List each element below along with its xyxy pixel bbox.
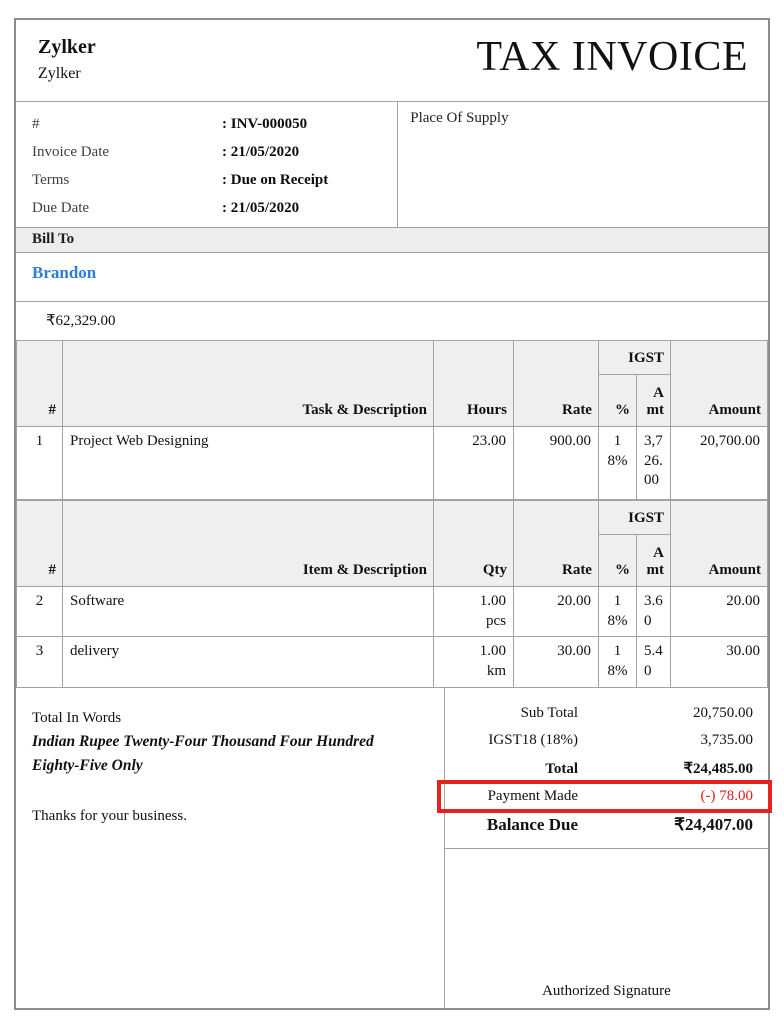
company-subname: Zylker <box>38 65 81 82</box>
thanks-note: Thanks for your business. <box>32 808 187 825</box>
column-header-amount: Amount <box>670 340 768 427</box>
detail-row-due-date: Due Date : 21/05/2020 <box>32 194 387 222</box>
total-in-words-text: Indian Rupee Twenty-Four Thousand Four H… <box>32 733 374 775</box>
invoice-details: # : INV-000050 Invoice Date : 21/05/2020 T… <box>16 102 397 227</box>
total-row: Total ₹24,485.00 <box>445 754 768 783</box>
column-header-qty: Qty <box>432 500 514 587</box>
column-header-item-description: Item & Description <box>62 500 434 587</box>
cell-description: Project Web Designing <box>62 426 434 500</box>
table-row: 1 Project Web Designing 23.00 900.00 18%… <box>16 426 768 500</box>
column-header-rate: Rate <box>512 340 599 427</box>
document-title: TAX INVOICE <box>476 34 748 80</box>
cell-num: 1 <box>16 426 63 500</box>
invoice-header: Zylker Zylker TAX INVOICE <box>16 20 768 102</box>
item-table-header-row: # Item & Description Qty Rate IGST Amoun… <box>16 500 768 587</box>
cell-qty: 1.00 pcs <box>432 586 514 637</box>
authorized-signature-label: Authorized Signature <box>542 983 671 999</box>
cell-igst-percent: 18% <box>597 636 637 688</box>
cell-description: Software <box>62 586 434 637</box>
column-header-num: # <box>16 500 63 587</box>
invoice-number-value: : INV-000050 <box>222 116 308 132</box>
total-in-words-label: Total In Words <box>32 710 122 726</box>
column-header-igst-percent: % <box>597 534 637 587</box>
payment-made-label: Payment Made <box>487 788 578 804</box>
cell-igst-amount: 3,726.00 <box>635 426 672 500</box>
notes-block: Total In Words Indian Rupee Twenty-Four … <box>16 688 444 1008</box>
column-header-igst-amount: Amt <box>635 374 672 427</box>
table-row: 3 delivery 1.00 km 30.00 18% 5.40 30.00 <box>16 636 768 688</box>
invoice-document: Zylker Zylker TAX INVOICE # : INV-000050 … <box>14 18 772 1010</box>
column-header-rate: Rate <box>512 500 599 587</box>
company-block: Zylker Zylker <box>38 36 96 83</box>
place-of-supply-box: Place Of Supply <box>397 102 768 227</box>
customer-name-link[interactable]: Brandon <box>32 263 97 282</box>
cell-qty: 1.00 km <box>432 636 514 688</box>
igst-row: IGST18 (18%) 3,735.00 <box>445 727 768 754</box>
customer-outstanding-amount: ₹62,329.00 <box>46 313 116 329</box>
column-header-num: # <box>16 340 63 427</box>
cell-amount: 20.00 <box>670 586 768 637</box>
cell-unit: km <box>486 662 506 679</box>
cell-rate: 20.00 <box>512 586 599 637</box>
balance-due-row: Balance Due ₹24,407.00 <box>445 810 768 840</box>
igst-value: 3,735.00 <box>700 732 754 748</box>
cell-unit: pcs <box>485 612 506 629</box>
signature-box: Authorized Signature <box>444 848 768 1008</box>
cell-igst-percent: 18% <box>597 426 637 500</box>
item-table-subheader-row: % Amt <box>17 534 768 587</box>
column-header-hours: Hours <box>432 340 514 427</box>
igst-label: IGST18 (18%) <box>488 732 578 748</box>
due-date-value: : 21/05/2020 <box>222 200 300 216</box>
cell-rate: 30.00 <box>512 636 599 688</box>
detail-label: Invoice Date <box>32 144 110 160</box>
place-of-supply-label: Place Of Supply <box>410 110 509 126</box>
total-label: Total <box>545 761 578 777</box>
cell-rate: 900.00 <box>512 426 599 500</box>
cell-igst-amount: 3.60 <box>635 586 672 637</box>
invoice-date-value: : 21/05/2020 <box>222 144 300 160</box>
cell-num: 2 <box>16 586 63 637</box>
detail-label: Terms <box>32 172 70 188</box>
column-header-igst-amount: Amt <box>635 534 672 587</box>
invoice-details-section: # : INV-000050 Invoice Date : 21/05/2020 T… <box>16 102 768 228</box>
task-table: # Task & Description Hours Rate IGST Amo… <box>16 340 768 500</box>
column-header-igst-percent: % <box>597 374 637 427</box>
detail-label: Due Date <box>32 200 90 216</box>
item-table: # Item & Description Qty Rate IGST Amoun… <box>16 500 768 688</box>
customer-row: Brandon <box>16 253 768 302</box>
balance-due-value: ₹24,407.00 <box>674 815 753 834</box>
cell-hours: 23.00 <box>432 426 514 500</box>
balance-due-label: Balance Due <box>486 815 578 834</box>
bill-to-header: Bill To <box>16 228 768 253</box>
column-header-amount: Amount <box>670 500 768 587</box>
cell-num: 3 <box>16 636 63 688</box>
detail-row-terms: Terms : Due on Receipt <box>32 166 387 194</box>
cell-description: delivery <box>62 636 434 688</box>
terms-value: : Due on Receipt <box>222 172 329 188</box>
cell-igst-percent: 18% <box>597 586 637 637</box>
cell-amount: 30.00 <box>670 636 768 688</box>
column-header-task-description: Task & Description <box>62 340 434 427</box>
summary-section: Total In Words Indian Rupee Twenty-Four … <box>16 688 772 1008</box>
cell-amount: 20,700.00 <box>670 426 768 500</box>
detail-label: # <box>32 116 40 132</box>
task-table-header-row: # Task & Description Hours Rate IGST Amo… <box>16 340 768 427</box>
payment-made-value: (-) 78.00 <box>700 788 754 804</box>
payment-made-row: Payment Made (-) 78.00 <box>436 780 772 813</box>
subtotal-value: 20,750.00 <box>693 705 753 721</box>
subtotal-row: Sub Total 20,750.00 <box>445 700 768 727</box>
column-header-igst: IGST <box>597 500 672 535</box>
table-row: 2 Software 1.00 pcs 20.00 18% 3.60 20.00 <box>16 586 768 637</box>
column-header-igst: IGST <box>597 340 672 375</box>
total-value: ₹24,485.00 <box>683 761 753 777</box>
detail-row-invoice-date: Invoice Date : 21/05/2020 <box>32 138 387 166</box>
subtotal-label: Sub Total <box>520 705 578 721</box>
cell-igst-amount: 5.40 <box>635 636 672 688</box>
company-name: Zylker <box>38 36 96 58</box>
detail-row-number: # : INV-000050 <box>32 110 387 138</box>
task-table-subheader-row: % Amt <box>17 374 768 427</box>
totals-block: Sub Total 20,750.00 IGST18 (18%) 3,735.0… <box>436 688 772 1008</box>
